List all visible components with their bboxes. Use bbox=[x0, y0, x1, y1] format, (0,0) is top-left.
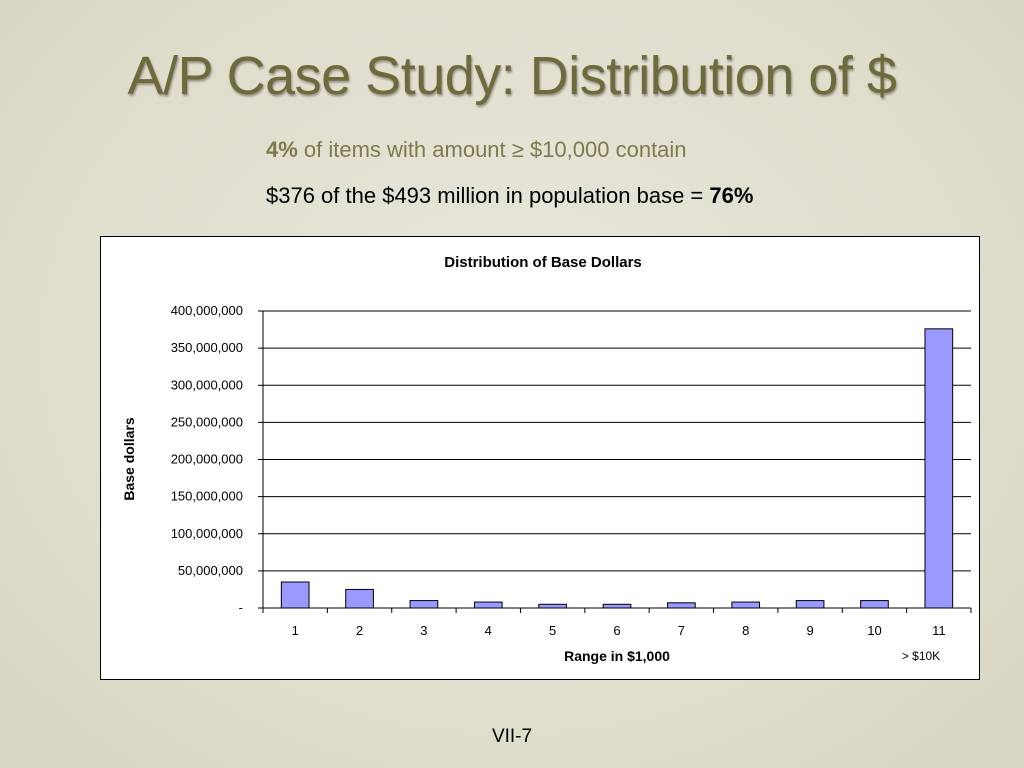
x-tick-label: 7 bbox=[678, 623, 685, 638]
y-tick-label: - bbox=[239, 600, 243, 615]
y-tick-label: 100,000,000 bbox=[171, 526, 243, 541]
y-tick-label: 300,000,000 bbox=[171, 377, 243, 392]
subtitle-1-percent: 4% bbox=[266, 137, 298, 162]
bar-11-annotation: > $10K bbox=[902, 649, 940, 663]
y-tick-label: 400,000,000 bbox=[171, 303, 243, 318]
y-tick-label: 250,000,000 bbox=[171, 414, 243, 429]
x-axis-label: Range in $1,000 bbox=[564, 648, 670, 664]
x-tick-label: 3 bbox=[420, 623, 427, 638]
bar-6 bbox=[602, 603, 632, 609]
bar-5 bbox=[538, 603, 567, 609]
chart-container: Distribution of Base Dollars - 50,000,000… bbox=[100, 236, 980, 680]
bars bbox=[280, 328, 954, 609]
x-tick-label: 11 bbox=[932, 623, 946, 638]
x-axis-ticks: 1 2 3 4 5 6 7 8 9 10 11 bbox=[262, 608, 972, 638]
subtitle-1-text: of items with amount ≥ $10,000 contain bbox=[297, 137, 687, 162]
y-tick-label: 350,000,000 bbox=[171, 340, 243, 355]
x-tick-label: 5 bbox=[549, 623, 556, 638]
x-tick-label: 8 bbox=[742, 623, 749, 638]
bar-8 bbox=[731, 601, 761, 609]
y-tick-label: 200,000,000 bbox=[171, 452, 243, 467]
subtitle-2-text: $376 of the $493 million in population b… bbox=[266, 183, 710, 208]
y-tick-label: 50,000,000 bbox=[178, 563, 243, 578]
slide-title: A/P Case Study: Distribution of $ bbox=[127, 46, 897, 106]
bar-7 bbox=[667, 602, 696, 609]
bar-chart: Distribution of Base Dollars - 50,000,000… bbox=[121, 254, 972, 664]
x-tick-label: 6 bbox=[613, 623, 620, 638]
y-axis-ticks: - 50,000,000 100,000,000 150,000,000 200,000… bbox=[171, 303, 263, 615]
bar-3 bbox=[409, 600, 439, 609]
y-axis-label: Base dollars bbox=[121, 417, 137, 500]
page-number: VII-7 bbox=[491, 726, 533, 747]
y-tick-label: 150,000,000 bbox=[171, 489, 243, 504]
bar-1 bbox=[280, 581, 310, 609]
x-tick-label: 1 bbox=[292, 623, 299, 638]
bar-2 bbox=[345, 588, 374, 609]
bar-11 bbox=[924, 328, 954, 609]
chart-title: Distribution of Base Dollars bbox=[444, 254, 642, 271]
subtitle-2-percent: 76% bbox=[709, 183, 754, 208]
bar-10 bbox=[860, 600, 889, 609]
x-tick-label: 4 bbox=[485, 623, 492, 638]
subtitle-line-2: $376 of the $493 million in population b… bbox=[266, 183, 753, 209]
gridlines bbox=[263, 310, 971, 572]
bar-9 bbox=[795, 600, 825, 609]
x-tick-label: 9 bbox=[806, 623, 813, 638]
bar-4 bbox=[473, 601, 503, 609]
subtitle-line-1: 4% of items with amount ≥ $10,000 contai… bbox=[266, 137, 687, 163]
x-tick-label: 10 bbox=[867, 623, 881, 638]
x-tick-label: 2 bbox=[356, 623, 363, 638]
